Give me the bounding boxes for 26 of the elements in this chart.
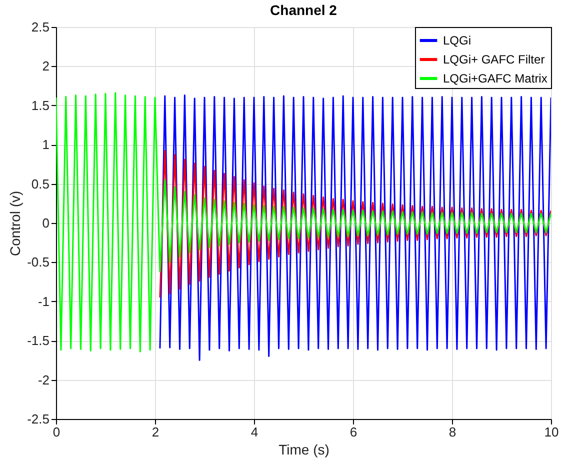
line-series: [56, 92, 551, 352]
y-tick-label: 2: [42, 58, 50, 74]
y-tick-label: -2: [38, 372, 50, 388]
y-axis-title: Control (v): [7, 190, 24, 256]
y-tick-label: 0: [42, 216, 50, 230]
legend-label: LQGi+ GAFC Filter: [443, 52, 545, 66]
x-tick-label: 8: [448, 424, 456, 440]
x-tick-label: 6: [350, 424, 358, 440]
x-tick-label: 2: [152, 424, 160, 440]
chart-title: Channel 2: [270, 2, 338, 18]
x-tick-label: 4: [250, 424, 258, 440]
legend-label: LQGi: [443, 34, 472, 48]
y-tick-label: -0.5: [27, 254, 50, 270]
y-tick-label: -1: [38, 294, 50, 309]
legend-label: LQGi+GAFC Matrix: [443, 72, 548, 86]
y-tick-label: -2.5: [27, 412, 50, 426]
y-tick-label: 0.5: [31, 176, 50, 192]
y-tick-label: -1.5: [27, 333, 50, 348]
y-tick-label: 2.5: [31, 20, 50, 34]
x-tick-label: 10: [544, 424, 559, 440]
x-tick-label: 0: [52, 424, 60, 440]
y-tick-label: 1.5: [31, 98, 50, 113]
x-axis-title: Time (s): [278, 442, 330, 458]
y-tick-label: 1: [42, 137, 50, 152]
line-series: [159, 150, 551, 298]
line-series: [159, 94, 551, 361]
